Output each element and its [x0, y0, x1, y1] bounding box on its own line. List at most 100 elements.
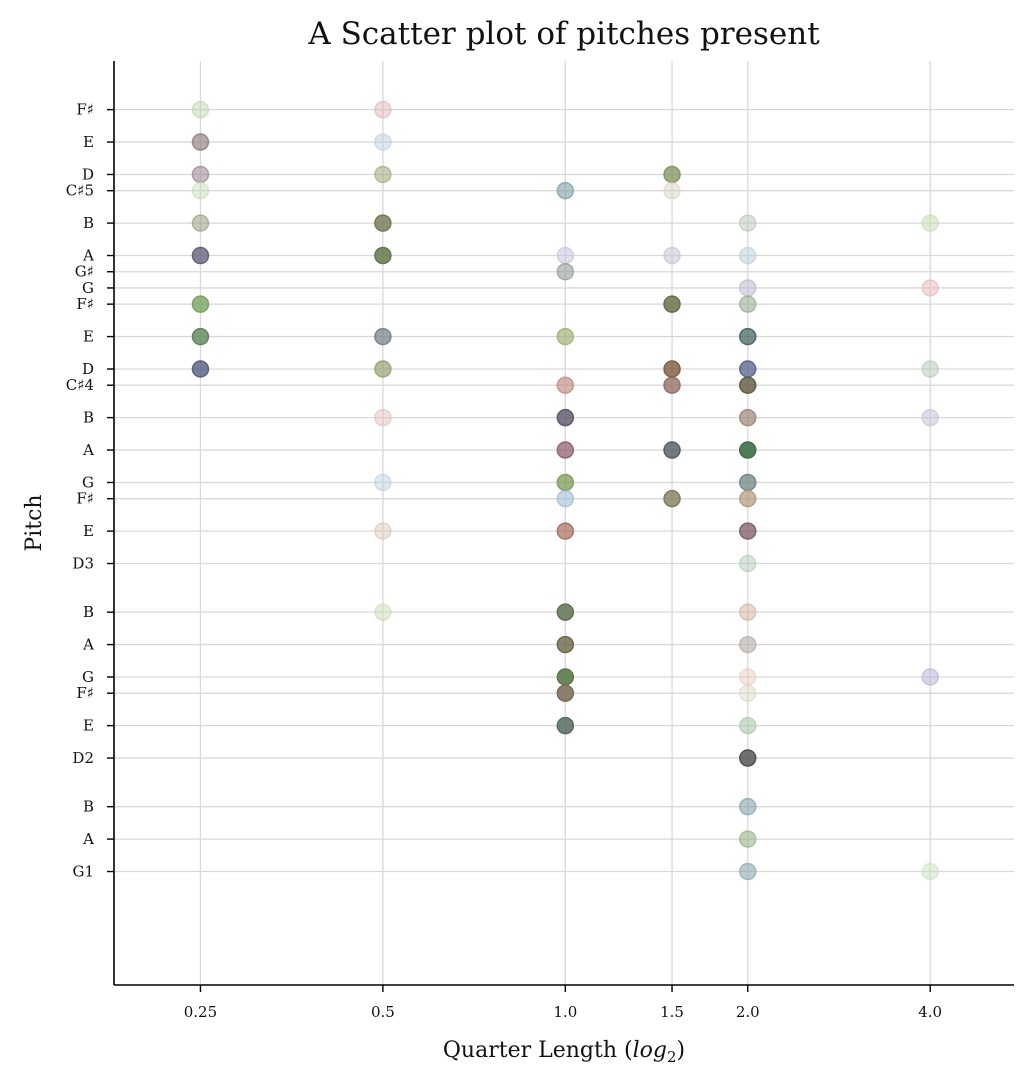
scatter-point	[556, 668, 575, 686]
scatter-point	[663, 181, 681, 200]
scatter-point	[739, 749, 757, 767]
scatter-point	[739, 716, 757, 735]
x-axis-label-subscript: 2	[667, 1048, 677, 1066]
scatter-point	[921, 862, 939, 881]
scatter-point	[374, 246, 392, 265]
scatter-point	[556, 441, 575, 459]
y-tick-label: E	[83, 522, 94, 540]
scatter-point	[921, 279, 939, 297]
scatter-point	[556, 181, 575, 200]
scatter-point	[739, 830, 757, 848]
x-tick-label: 1.0	[553, 1003, 577, 1021]
y-tick-label: C♯4	[66, 376, 94, 394]
x-tick-label: 1.5	[660, 1003, 684, 1021]
y-tick-label: B	[83, 603, 94, 621]
y-tick-label: B	[83, 409, 94, 427]
scatter-point	[191, 100, 210, 119]
scatter-point	[374, 133, 392, 151]
scatter-point	[739, 797, 757, 816]
scatter-point	[663, 376, 681, 394]
scatter-point	[191, 214, 210, 232]
x-tick-label: 4.0	[918, 1003, 942, 1021]
scatter-point	[739, 327, 757, 346]
scatter-point	[374, 327, 392, 346]
scatter-point	[556, 635, 575, 654]
scatter-point	[739, 360, 757, 378]
y-tick-label: B	[83, 214, 94, 232]
y-tick-label: G	[82, 668, 94, 686]
x-axis-ticks: 0.25 0.5 1.0 1.5 2.0 4.0	[184, 985, 942, 1021]
y-tick-label: C♯5	[66, 182, 94, 200]
scatter-point	[739, 214, 757, 232]
scatter-point	[191, 181, 210, 200]
y-tick-label: F♯	[76, 101, 94, 119]
scatter-point	[739, 279, 757, 297]
scatter-point	[739, 554, 757, 573]
scatter-point	[191, 295, 210, 313]
scatter-point	[556, 262, 575, 281]
scatter-point	[556, 408, 575, 427]
scatter-point	[374, 408, 392, 427]
x-tick-label: 2.0	[736, 1003, 760, 1021]
scatter-point	[739, 473, 757, 492]
scatter-point	[556, 684, 575, 702]
scatter-point	[739, 522, 757, 540]
y-tick-label: A	[82, 636, 94, 654]
y-tick-label: G♯	[75, 263, 94, 281]
y-tick-label: E	[83, 328, 94, 346]
x-tick-label: 0.25	[184, 1003, 217, 1021]
y-tick-label: D	[82, 165, 94, 183]
y-tick-label: D2	[72, 749, 94, 767]
x-axis-label: Quarter Length (log2)	[443, 1038, 685, 1066]
scatter-point	[739, 246, 757, 265]
scatter-point	[921, 360, 939, 378]
scatter-point	[739, 489, 757, 508]
y-tick-label: B	[83, 798, 94, 816]
data-points	[191, 100, 939, 881]
scatter-point	[556, 716, 575, 735]
scatter-point	[921, 668, 939, 686]
scatter-point	[374, 603, 392, 621]
x-tick-label: 0.5	[371, 1003, 395, 1021]
y-tick-label: D	[82, 360, 94, 378]
scatter-point	[556, 246, 575, 265]
scatter-point	[739, 376, 757, 394]
scatter-point	[374, 522, 392, 540]
x-axis-label-close: )	[677, 1038, 686, 1063]
y-tick-label: E	[83, 717, 94, 735]
scatter-point	[663, 246, 681, 265]
scatter-point	[921, 408, 939, 427]
scatter-point	[191, 360, 210, 378]
scatter-point	[663, 489, 681, 508]
scatter-point	[739, 635, 757, 654]
scatter-point	[739, 684, 757, 702]
chart-title: A Scatter plot of pitches present	[307, 16, 820, 52]
scatter-point	[191, 133, 210, 151]
y-tick-label: F♯	[76, 684, 94, 702]
scatter-point	[739, 668, 757, 686]
scatter-point	[556, 327, 575, 346]
y-tick-label: D3	[72, 555, 94, 573]
y-tick-label: E	[83, 133, 94, 151]
scatter-point	[739, 603, 757, 621]
scatter-point	[191, 246, 210, 265]
scatter-point	[556, 473, 575, 492]
y-tick-label: F♯	[76, 295, 94, 313]
scatter-point	[374, 214, 392, 232]
scatter-point	[739, 862, 757, 881]
y-tick-label: A	[82, 247, 94, 265]
scatter-point	[556, 376, 575, 394]
scatter-point	[556, 522, 575, 540]
scatter-point	[556, 489, 575, 508]
x-axis-label-math: log	[633, 1038, 667, 1063]
y-axis-label: Pitch	[22, 494, 47, 551]
y-tick-label: G	[82, 279, 94, 297]
scatter-point	[663, 295, 681, 313]
y-tick-label: G	[82, 473, 94, 491]
scatter-point	[663, 165, 681, 184]
scatter-point	[374, 360, 392, 378]
scatter-point	[663, 441, 681, 459]
y-tick-label: G1	[72, 863, 94, 881]
